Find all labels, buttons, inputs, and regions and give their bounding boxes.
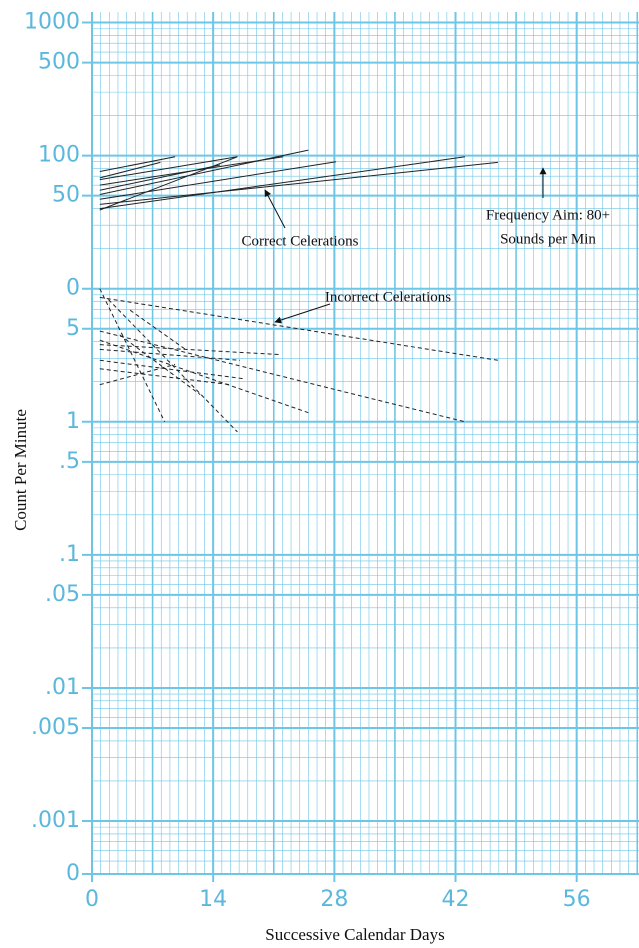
- x-tick-label: 42: [442, 887, 470, 912]
- x-tick-label: 14: [199, 887, 227, 912]
- y-tick-label: .5: [59, 449, 80, 474]
- y-tick-label: 0: [66, 861, 80, 886]
- celeration-line: [99, 164, 221, 191]
- celeration-line: [99, 156, 466, 210]
- annotation-arrow: [274, 303, 331, 324]
- annotation: Frequency Aim: 80+: [486, 207, 610, 223]
- celeration-line: [99, 149, 309, 195]
- celeration-line: [99, 368, 231, 386]
- y-tick-label: .05: [45, 582, 80, 607]
- y-tick-label: .1: [59, 542, 80, 567]
- y-tick-label: 5: [66, 316, 80, 341]
- annotation-arrow: [264, 189, 286, 229]
- celeration-line: [99, 161, 498, 205]
- celeration-line: [99, 156, 238, 211]
- x-tick-label: 28: [320, 887, 348, 912]
- celeration-line: [119, 334, 201, 396]
- y-tick-label: .005: [31, 715, 80, 740]
- celeration-line: [129, 309, 186, 350]
- y-tick-label: 100: [38, 143, 80, 168]
- x-tick-label: 56: [563, 887, 591, 912]
- y-tick-label: 50: [52, 183, 80, 208]
- celeration-line: [99, 156, 238, 181]
- grid: [82, 12, 639, 882]
- celeration-line: [99, 161, 337, 200]
- celeration-line: [99, 359, 246, 380]
- celeration-line: [99, 161, 161, 179]
- y-tick-label: 1000: [24, 10, 80, 35]
- annotation: Sounds per Min: [500, 231, 596, 247]
- celeration-line: [99, 363, 176, 386]
- celeration-line: [99, 156, 176, 172]
- x-axis-title: Successive Calendar Days: [265, 925, 444, 944]
- celeration-line: [99, 339, 309, 414]
- y-tick-label: 500: [38, 50, 80, 75]
- celeration-line: [99, 288, 166, 423]
- y-axis-title: Count Per Minute: [11, 409, 30, 531]
- celeration-line: [99, 344, 280, 356]
- y-tick-label: .01: [45, 675, 80, 700]
- x-tick-label: 0: [85, 887, 99, 912]
- celeration-line: [99, 348, 241, 361]
- annotation: Incorrect Celerations: [325, 289, 451, 305]
- y-tick-label: 0: [66, 276, 80, 301]
- annotation: Correct Celerations: [241, 233, 358, 249]
- y-tick-label: 1: [66, 409, 80, 434]
- y-tick-label: .001: [31, 808, 80, 833]
- plot: [99, 149, 498, 433]
